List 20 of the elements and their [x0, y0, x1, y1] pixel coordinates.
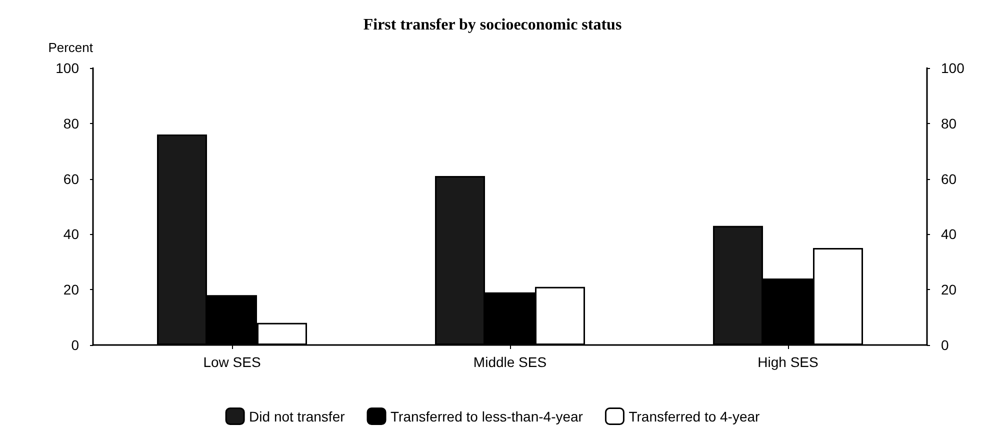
y-axis-title: Percent	[48, 40, 94, 55]
y-tick-label: 20	[63, 282, 80, 298]
y2-tick-label: 80	[941, 115, 957, 132]
x-tick-label: Low SES	[203, 354, 261, 370]
y-tick-label: 100	[56, 60, 80, 76]
y2-tick-label: 100	[941, 60, 965, 76]
y-tick-label: 60	[63, 170, 80, 187]
y2-tick-label: 60	[941, 170, 957, 187]
x-tick-label: Middle SES	[473, 354, 547, 370]
x-tick-label: High SES	[758, 354, 818, 370]
chart-title: First transfer by socioeconomic status	[363, 16, 622, 34]
y-tick-label: 40	[63, 226, 80, 242]
legend-label: Transferred to 4-year	[628, 408, 760, 424]
legend-label: Transferred to less-than-4-year	[390, 408, 584, 424]
y2-tick-label: 20	[941, 282, 957, 298]
y-tick-label: 0	[71, 337, 80, 353]
legend-label: Did not transfer	[249, 408, 346, 424]
y2-tick-label: 0	[941, 337, 949, 353]
y2-tick-label: 40	[941, 226, 957, 242]
y-tick-label: 80	[63, 115, 80, 132]
